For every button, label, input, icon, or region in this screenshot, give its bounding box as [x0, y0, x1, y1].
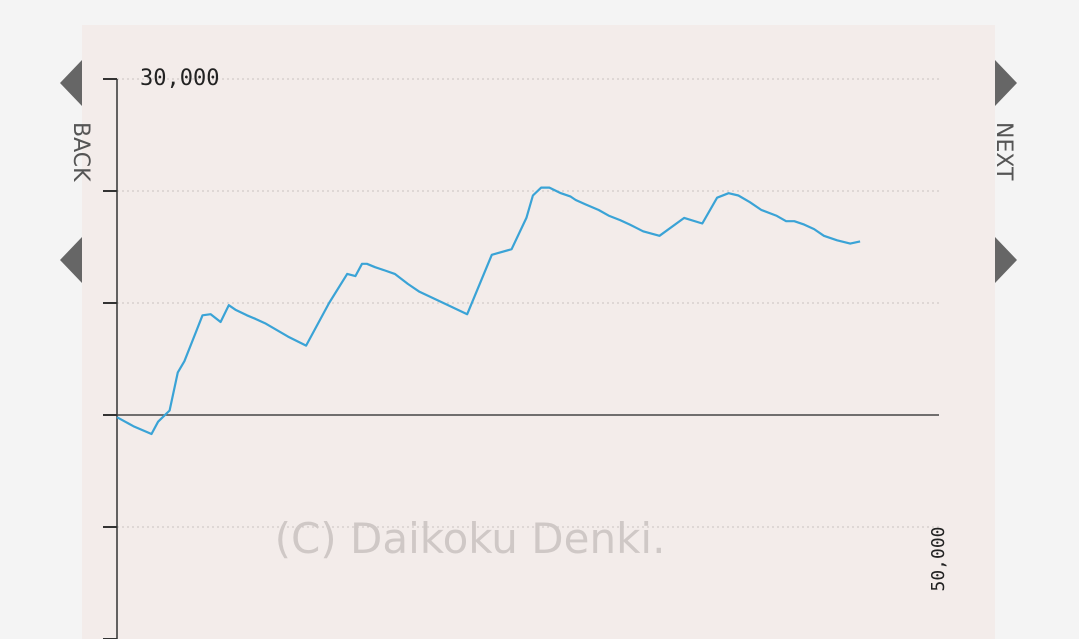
grid-lines	[117, 78, 939, 528]
back-arrow-down-icon[interactable]	[60, 237, 82, 283]
next-button[interactable]: NEXT	[991, 122, 1016, 181]
y-tick-label-top: 30,000	[140, 66, 219, 91]
next-arrow-down-icon[interactable]	[995, 237, 1017, 283]
chart-panel: (C) Daikoku Denki. 30,000 50,000	[82, 25, 995, 639]
watermark-text: (C) Daikoku Denki.	[275, 514, 666, 563]
x-end-label: 50,000	[928, 526, 949, 591]
line-chart: (C) Daikoku Denki. 30,000 50,000	[103, 66, 949, 639]
next-arrow-up-icon[interactable]	[995, 60, 1017, 106]
series-line-0	[116, 186, 861, 436]
back-button[interactable]: BACK	[68, 122, 93, 182]
axes	[103, 78, 939, 639]
series	[116, 186, 861, 436]
back-arrow-up-icon[interactable]	[60, 60, 82, 106]
